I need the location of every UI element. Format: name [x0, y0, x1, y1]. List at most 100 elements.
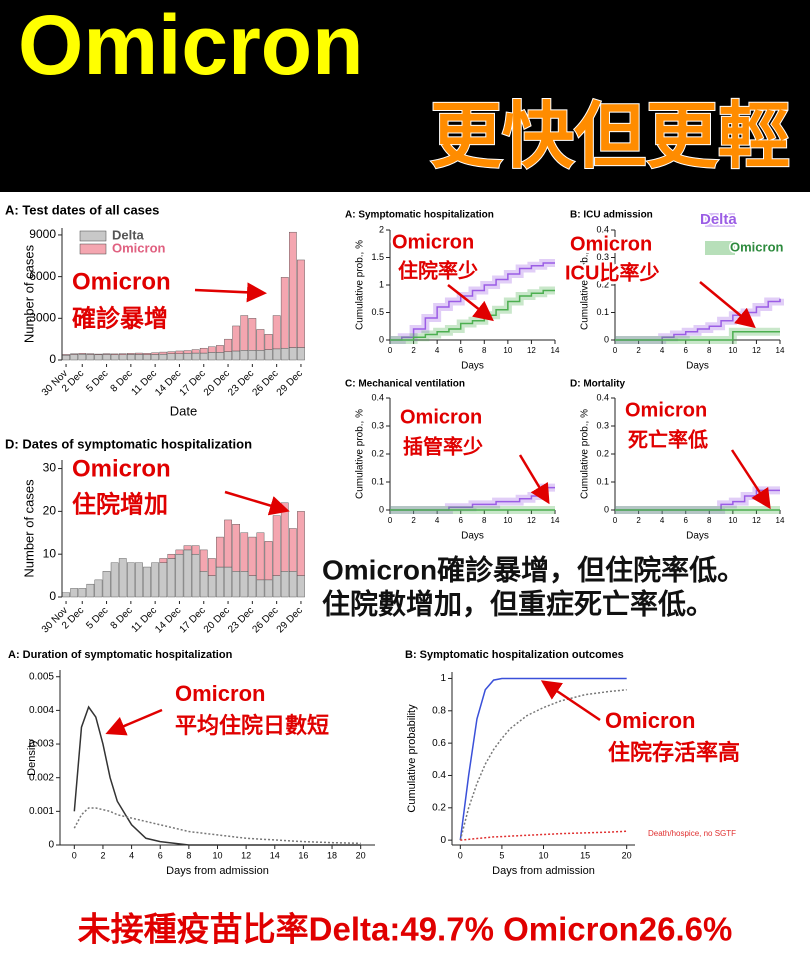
chart-title: D: Mortality [570, 379, 625, 390]
bar [289, 231, 297, 348]
y-tick-label: 0 [440, 835, 446, 846]
bar [86, 354, 95, 361]
annotation: 住院增加 [72, 490, 168, 518]
y-tick-label: 0.4 [371, 392, 384, 402]
annotation-arrow [699, 281, 756, 329]
x-axis-label: Date [170, 403, 197, 418]
y-tick-label: 1.5 [371, 252, 384, 262]
x-tick-label: 0 [458, 850, 463, 860]
summary-line: Omicron確診暴增，但住院率低。 [322, 553, 745, 585]
x-tick-label: 14 Dec [153, 368, 183, 398]
bar [256, 329, 265, 351]
y-tick-label: 0 [604, 334, 609, 344]
annotation: Omicron [625, 399, 707, 421]
bar [280, 502, 289, 572]
legend-label: Omicron [112, 240, 166, 255]
x-tick-label: 0 [388, 516, 393, 525]
bar [191, 545, 200, 555]
x-tick-label: 0 [388, 346, 393, 355]
y-axis-label: Cumulative prob., % [355, 240, 366, 330]
bar [70, 354, 78, 361]
bar [127, 562, 135, 598]
y-axis-label: Number of cases [21, 244, 36, 343]
y-tick-label: 0.002 [29, 772, 54, 783]
bar [118, 354, 127, 361]
y-tick-label: 0.005 [29, 671, 54, 682]
x-tick-label: 10 [212, 850, 222, 860]
bar [199, 347, 208, 354]
x-tick-label: 20 [356, 850, 366, 860]
x-tick-label: 0 [72, 850, 77, 860]
bar [143, 354, 151, 361]
bar [183, 350, 192, 354]
bar [272, 315, 281, 350]
series-line [615, 331, 780, 341]
bar [183, 549, 192, 598]
y-axis-label: Cumulative prob., % [580, 240, 591, 330]
bar [224, 519, 232, 568]
x-tick-label: 4 [435, 346, 440, 355]
legend-swatch [79, 243, 107, 255]
x-tick-label: 18 [327, 850, 337, 860]
bar [264, 349, 273, 361]
bar [70, 588, 78, 598]
x-tick-label: 4 [129, 850, 134, 860]
x-tick-label: 4 [435, 516, 440, 525]
bar [216, 566, 224, 598]
chart-title: A: Symptomatic hospitalization [345, 210, 494, 221]
bar [256, 579, 265, 598]
y-tick-label: 2 [379, 224, 384, 234]
x-tick-label: 14 [551, 516, 560, 525]
bar [151, 352, 159, 355]
x-tick-label: 14 [270, 850, 280, 860]
bar [199, 571, 208, 598]
x-tick-label: 2 [100, 850, 105, 860]
series-line [73, 705, 361, 846]
x-tick-label: 12 [527, 346, 536, 355]
bar [62, 354, 70, 361]
bar [240, 532, 249, 572]
x-tick-label: 23 Dec [226, 368, 256, 398]
bar [175, 353, 184, 361]
bar [272, 575, 281, 598]
header-bg [0, 0, 810, 192]
x-tick-label: 20 Dec [202, 605, 232, 635]
y-tick-label: 0.6 [432, 738, 446, 749]
y-tick-label: 0.1 [596, 476, 609, 486]
legend-swatch [79, 230, 107, 242]
x-tick-label: 2 [411, 346, 416, 355]
bar [167, 553, 176, 559]
y-tick-label: 0.2 [371, 448, 384, 458]
bar [280, 277, 289, 349]
y-tick-label: 0 [379, 504, 384, 514]
y-tick-label: 0.3 [596, 252, 609, 262]
header-subtitle: 更快但更輕 [430, 97, 790, 177]
y-tick-label: 0.5 [371, 307, 384, 317]
x-tick-label: 8 [707, 346, 712, 355]
bar [289, 528, 297, 572]
y-tick-label: 0 [49, 589, 56, 603]
annotation: Omicron [72, 268, 171, 295]
bar [110, 353, 119, 355]
legend-label: Omicron [730, 239, 784, 254]
x-tick-label: 8 [482, 346, 487, 355]
bar [232, 350, 240, 361]
bar [191, 349, 200, 354]
y-axis-label: Density [26, 739, 38, 776]
annotation: Omicron [392, 231, 474, 253]
y-tick-label: 0.3 [371, 420, 384, 430]
bar [118, 558, 127, 598]
bar [297, 259, 305, 348]
bar [62, 354, 70, 356]
chart-title: B: ICU admission [570, 210, 653, 221]
bar [216, 352, 224, 361]
y-tick-label: 0.4 [596, 224, 609, 234]
bar [232, 524, 240, 572]
bar [248, 575, 257, 598]
bar [151, 562, 159, 598]
bar [62, 592, 70, 598]
bar [102, 353, 111, 355]
x-tick-label: 12 [752, 516, 761, 525]
x-tick-label: 14 Dec [153, 605, 183, 635]
